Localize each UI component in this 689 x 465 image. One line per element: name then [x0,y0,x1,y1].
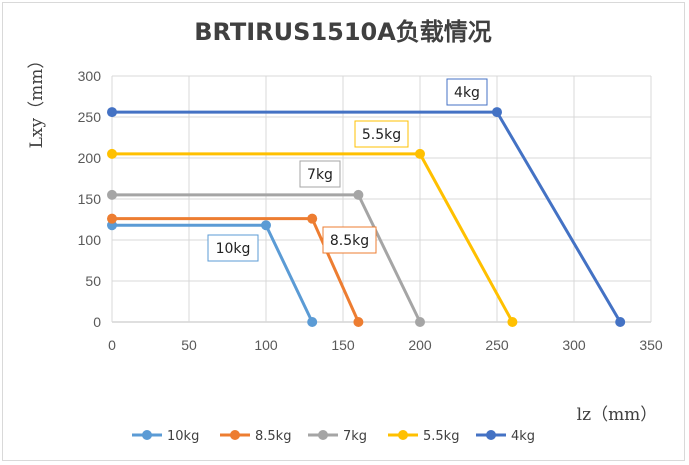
series-labels: 10kg 8.5kg 7kg 5.5kg 4kg [207,78,488,262]
y-tick-labels: 0 50 100 150 200 250 300 [78,68,102,330]
data-point [615,317,626,327]
x-tick-label: 150 [331,337,355,353]
data-point [492,107,502,118]
x-tick-label: 200 [408,337,432,353]
data-point [507,317,518,327]
legend-marker [230,430,240,440]
series-label-text: 8.5kg [330,233,369,249]
y-tick-label: 250 [78,109,102,125]
legend-label: 10kg [167,429,199,444]
x-tick-label: 0 [108,337,116,353]
y-axis-title: Lxy（mm） [27,52,47,149]
legend-item: 7kg [308,429,367,444]
series-label-box [446,78,488,106]
chart-title: BRTIRUS1510A负载情况 [194,18,492,46]
x-tick-labels: 0 50 100 150 200 250 300 350 [108,337,663,353]
data-point [107,148,117,159]
y-tick-label: 50 [85,273,101,289]
y-tick-label: 0 [93,314,101,330]
data-point [353,189,364,200]
series-label: 10kg [207,234,259,262]
legend-label: 4kg [511,429,535,444]
data-point [415,317,425,327]
data-point [261,220,271,231]
series-label-box [207,234,259,262]
legend-label: 7kg [343,429,367,444]
x-tick-label: 50 [181,337,197,353]
series-label-text: 4kg [454,85,480,101]
legend: 10kg 8.5kg 7kg 5.5kg 4kg [132,429,535,444]
legend-item: 5.5kg [388,429,459,444]
series-label-text: 5.5kg [362,127,401,143]
series-label: 5.5kg [354,120,409,148]
x-axis-title: lz（mm） [577,405,658,425]
series-group [107,107,626,327]
legend-marker [486,430,496,440]
legend-item: 10kg [132,429,199,444]
series-label: 7kg [299,160,341,188]
x-tick-label: 350 [639,337,663,353]
y-tick-label: 200 [78,150,102,166]
y-tick-label: 300 [78,68,102,84]
legend-marker [318,430,328,440]
data-point [415,148,425,159]
legend-item: 8.5kg [220,429,291,444]
data-point [353,317,364,327]
gridlines [111,75,652,323]
series-label: 4kg [446,78,488,106]
legend-label: 8.5kg [255,429,291,444]
y-tick-label: 100 [78,232,102,248]
series-label-box [299,160,341,188]
series-label-text: 7kg [307,167,333,183]
series-label-box [354,120,409,148]
data-point [307,317,318,327]
x-tick-label: 250 [485,337,509,353]
x-tick-label: 100 [254,337,278,353]
data-point [307,213,318,224]
x-tick-label: 300 [562,337,586,353]
series-label: 8.5kg [322,226,377,254]
y-tick-label: 150 [78,191,102,207]
legend-marker [398,430,408,440]
legend-marker [142,430,152,440]
legend-label: 5.5kg [423,429,459,444]
series-label-box [322,226,377,254]
data-point [107,189,117,200]
series-label-text: 10kg [216,241,251,257]
legend-item: 4kg [476,429,535,444]
series-line [112,217,360,323]
data-point [107,107,117,118]
data-point [107,213,117,224]
